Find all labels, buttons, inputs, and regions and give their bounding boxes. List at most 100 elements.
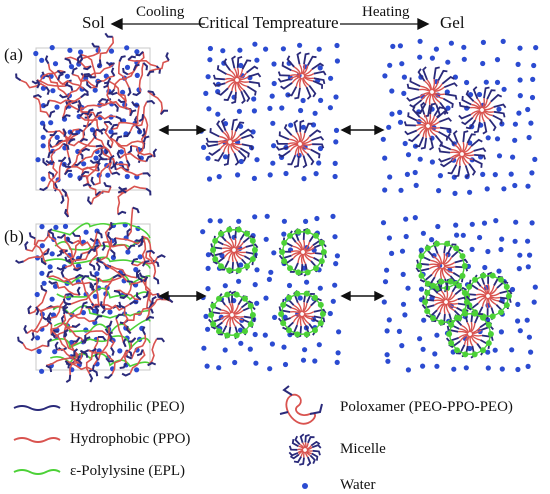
water-dot <box>80 310 86 316</box>
peo-segment <box>110 123 118 130</box>
water-dot <box>382 155 388 161</box>
water-dot <box>134 49 140 55</box>
water-dot <box>333 94 339 100</box>
peo-segment <box>147 90 156 96</box>
peo-segment <box>87 196 93 205</box>
water-dot <box>330 298 336 304</box>
peo-segment <box>82 183 92 188</box>
ppo-segment <box>108 80 127 102</box>
peo-segment <box>45 86 51 96</box>
water-dot <box>483 79 489 85</box>
ppo-segment <box>32 95 51 118</box>
peo-segment <box>79 138 88 143</box>
water-dot <box>271 80 277 87</box>
water-dot <box>216 174 222 180</box>
water-dot <box>494 79 501 85</box>
ppo-segment <box>72 73 97 88</box>
peo-segment <box>108 91 118 96</box>
micelles <box>205 51 513 359</box>
ppo-segment <box>94 162 111 186</box>
peo-segment <box>106 139 112 149</box>
water-dot <box>318 97 324 103</box>
ppo-segment <box>127 59 157 67</box>
water-dot <box>460 232 466 238</box>
peo-segment <box>62 142 70 151</box>
peo-segment <box>165 52 170 62</box>
micelle-a-critical-1 <box>212 55 262 104</box>
water-dot <box>50 88 56 94</box>
legend-micelle-icon <box>288 433 322 467</box>
peo-segment <box>130 257 139 265</box>
water-dot <box>220 48 226 54</box>
water-dot <box>125 249 131 255</box>
water-dot <box>437 173 443 179</box>
peo-segment <box>131 101 140 107</box>
peo-segment <box>91 42 100 48</box>
micelle-a-gel-1 <box>406 66 458 118</box>
water-dot <box>52 61 59 67</box>
ppo-segment <box>78 129 97 153</box>
peo-segment <box>45 364 53 373</box>
peo-segment <box>62 162 71 168</box>
peo-segment <box>96 59 102 69</box>
water-dot <box>494 136 501 142</box>
water-dot <box>237 47 243 53</box>
peo-segment <box>57 233 66 239</box>
water-dot <box>207 218 213 224</box>
water-dot <box>204 363 210 369</box>
peo-segment <box>116 149 121 159</box>
peo-segment <box>135 236 144 242</box>
ppo-segment <box>96 239 113 264</box>
ppo-segment <box>22 342 49 352</box>
water-dot <box>332 160 338 166</box>
equilibrium-arrow-a1 <box>158 124 207 136</box>
peo-segment <box>76 104 81 114</box>
ppo-segment <box>67 74 85 99</box>
peo-segment <box>135 125 141 134</box>
water-dot <box>417 38 423 44</box>
water-dot <box>303 218 309 224</box>
peo-segment <box>104 32 113 38</box>
peo-segment <box>138 114 144 123</box>
water-dot <box>272 314 278 320</box>
ppo-segment <box>111 349 128 375</box>
water-dot <box>327 310 333 317</box>
sol-chains-b <box>15 206 174 383</box>
water-dot <box>312 358 318 364</box>
water-dot <box>83 229 89 235</box>
water-dot <box>516 266 522 272</box>
peo-segment <box>65 374 72 383</box>
peo-segment <box>62 302 71 309</box>
ppo-segment <box>118 185 147 194</box>
water-dot <box>268 269 274 275</box>
cooling-label: Cooling <box>136 4 185 20</box>
water-dot <box>530 76 536 82</box>
ppo-segment <box>102 262 128 282</box>
peo-segment <box>96 230 103 239</box>
peo-segment <box>121 372 131 377</box>
water-dot <box>251 175 257 181</box>
peo-segment <box>79 349 89 354</box>
water-dot <box>39 57 45 63</box>
ppo-segment <box>57 348 83 365</box>
water-dot <box>52 349 58 355</box>
water-dot <box>49 251 55 257</box>
water-dot <box>67 172 73 178</box>
water-dot <box>389 111 395 117</box>
water-dot <box>429 55 435 61</box>
water-dot <box>39 224 45 230</box>
water-dot <box>107 309 113 315</box>
ppo-segment <box>46 161 59 188</box>
ppo-segment <box>103 277 114 306</box>
water-dot <box>40 143 46 149</box>
water-dot <box>464 79 470 86</box>
peo-segment <box>156 292 164 300</box>
peo-segment <box>95 262 101 271</box>
ppo-segment <box>63 336 79 361</box>
peo-segment <box>92 130 97 140</box>
water-dot <box>269 93 275 99</box>
water-dot <box>49 296 55 302</box>
water-dot <box>267 366 273 372</box>
water-dot <box>420 346 426 352</box>
peo-segment <box>95 111 103 119</box>
